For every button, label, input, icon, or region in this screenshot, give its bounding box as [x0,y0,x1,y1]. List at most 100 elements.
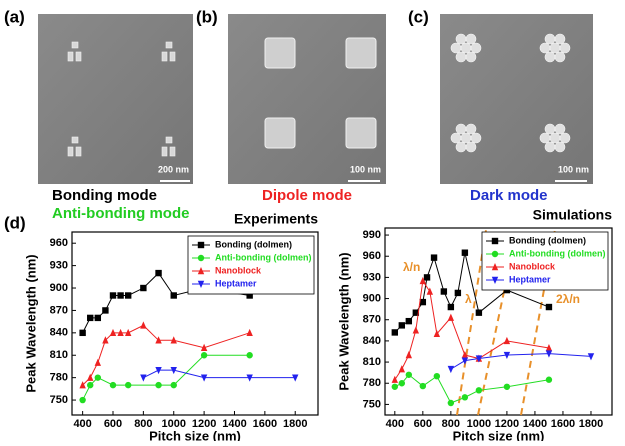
marker [504,384,510,390]
scale-label: 100 nm [558,164,589,174]
legend-label: Anti-bonding (dolmen) [509,248,605,258]
marker [95,374,101,380]
marker [492,238,498,244]
y-tick-label: 840 [50,327,68,339]
y-tick-label: 870 [363,314,381,326]
legend-label: Nanoblock [509,261,556,271]
panel-label: (d) [4,213,26,232]
sem-c [440,14,593,184]
legend-label: Nanoblock [215,265,262,275]
marker [79,330,85,336]
y-tick-label: 780 [50,372,68,384]
marker [140,285,146,291]
marker [424,274,430,280]
marker [448,400,454,406]
chart-title: Simulations [533,207,613,223]
x-axis-label: Pitch size (nm) [149,428,241,441]
marker [198,242,204,248]
marker [406,372,412,378]
marker [125,382,131,388]
y-tick-label: 930 [50,260,68,272]
marker [448,366,454,373]
mode-label: Bonding mode [52,187,157,204]
marker [95,315,101,321]
series-line [395,281,549,380]
marker [155,270,161,276]
marker [455,290,461,296]
chart-title: Experiments [234,211,318,227]
marker [448,304,454,310]
y-tick-label: 960 [50,237,68,249]
mode-label: Anti-bonding mode [52,205,189,222]
mode-label: Dark mode [470,187,548,204]
legend-label: Bonding (dolmen) [509,235,586,245]
sem-a [38,14,193,184]
marker [140,374,146,381]
legend-label: Heptamer [215,278,257,288]
legend-label: Heptamer [509,274,551,284]
y-tick-label: 750 [363,398,381,410]
marker [246,329,252,336]
marker [441,288,447,294]
annotation: λ [465,292,472,306]
marker [413,326,419,333]
y-tick-label: 840 [363,335,381,347]
marker [434,373,440,379]
y-tick-label: 900 [50,282,68,294]
x-tick-label: 400 [73,418,91,430]
y-tick-label: 990 [363,229,381,241]
y-tick-label: 780 [363,377,381,389]
marker [448,314,454,321]
marker [462,249,468,255]
marker [392,329,398,335]
marker [546,304,552,310]
panel-label: (c) [408,7,429,26]
marker [399,322,405,328]
scale-label: 200 nm [158,164,189,174]
y-tick-label: 930 [363,271,381,283]
marker [399,365,405,372]
x-tick-label: 1600 [253,418,277,430]
marker [125,292,131,298]
x-tick-label: 400 [386,418,404,430]
marker [546,377,552,383]
marker [155,382,161,388]
marker [476,309,482,315]
marker [140,321,146,328]
marker [246,352,252,358]
annotation: 2λ/n [556,292,580,306]
series-line [143,370,295,377]
marker [462,357,468,364]
marker [406,351,412,358]
marker [462,394,468,400]
x-tick-label: 600 [104,418,122,430]
marker [87,374,93,381]
marker [431,254,437,260]
y-axis-label: Peak Wavelength (nm) [23,254,38,392]
y-tick-label: 960 [363,250,381,262]
marker [87,382,93,388]
y-tick-label: 750 [50,394,68,406]
panel-label: (a) [4,7,25,26]
marker [406,318,412,324]
marker [171,292,177,298]
marker [117,292,123,298]
x-axis-label: Pitch size (nm) [453,428,545,441]
marker [198,255,204,261]
marker [504,337,510,344]
marker [79,397,85,403]
marker [492,251,498,257]
marker [110,382,116,388]
x-tick-label: 1800 [579,418,603,430]
y-tick-label: 810 [363,356,381,368]
marker [420,383,426,389]
marker [588,353,594,360]
x-tick-label: 600 [414,418,432,430]
y-tick-label: 810 [50,349,68,361]
marker [201,352,207,358]
y-tick-label: 870 [50,304,68,316]
marker [110,292,116,298]
marker [95,359,101,366]
x-tick-label: 1800 [283,418,307,430]
y-axis-label: Peak Wavelength (nm) [336,252,351,390]
